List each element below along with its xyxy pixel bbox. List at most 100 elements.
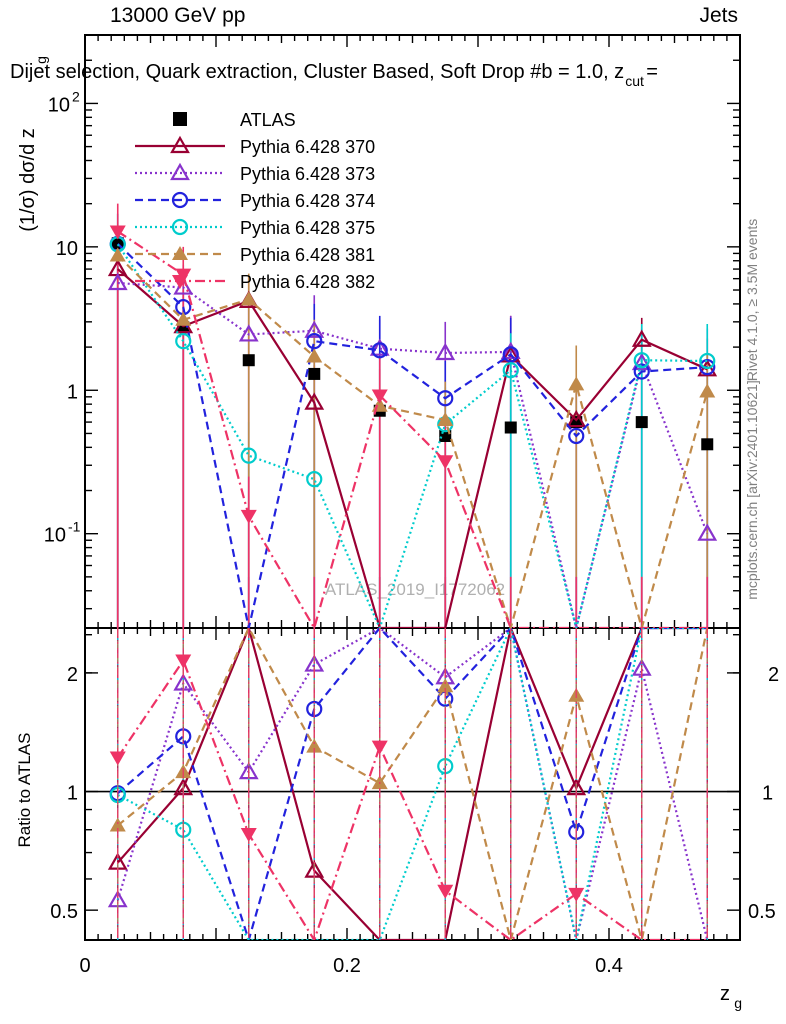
- series-line: [117, 230, 708, 628]
- data-marker: [306, 348, 323, 363]
- data-marker: [568, 376, 585, 391]
- data-marker: [500, 341, 521, 360]
- data-marker: [240, 447, 257, 464]
- legend-marker-4: [171, 218, 189, 236]
- legend-label-3[interactable]: Pythia 6.428 374: [240, 191, 375, 211]
- x-tick-label: 0.2: [333, 955, 361, 977]
- ratio-tick-label-1-right: 1: [762, 783, 773, 805]
- data-marker: [435, 342, 456, 361]
- ratio-series-line: [117, 628, 708, 940]
- legend-label-5[interactable]: Pythia 6.428 381: [240, 245, 375, 265]
- data-marker: [699, 352, 716, 370]
- data-marker: [240, 291, 257, 306]
- legend-marker-6: [172, 275, 188, 289]
- data-marker: [175, 333, 192, 350]
- data-marker: [371, 342, 388, 359]
- legend-label-6[interactable]: Pythia 6.428 382: [240, 272, 375, 292]
- x-tick-label: 0.4: [595, 955, 623, 977]
- data-marker: [437, 455, 454, 470]
- y-tick-label-100-exp: 2: [72, 88, 80, 104]
- series-line: [116, 243, 708, 628]
- legend-label-2[interactable]: Pythia 6.428 373: [240, 164, 375, 184]
- legend-label-0[interactable]: ATLAS: [240, 110, 296, 130]
- data-marker: [107, 272, 128, 291]
- data-marker: [633, 352, 650, 369]
- data-marker: [502, 346, 519, 363]
- data-marker: [109, 225, 126, 240]
- series-line: [116, 254, 709, 628]
- data-marker: [701, 438, 714, 451]
- ratio-series-line: [117, 628, 708, 940]
- data-marker: [502, 362, 519, 379]
- x-axis-label-sub: g: [734, 995, 742, 1011]
- data-marker: [635, 416, 648, 429]
- side-text-rivet: Rivet 4.1.0, ≥ 3.5M events: [744, 219, 760, 382]
- legend-marker-0: [173, 112, 187, 126]
- ratio-series-group: [107, 628, 709, 940]
- data-marker: [238, 324, 259, 342]
- data-marker: [504, 421, 517, 434]
- data-marker: [109, 247, 126, 262]
- ratio-tick-label-05: 0.5: [50, 901, 78, 923]
- data-marker: [240, 828, 257, 843]
- data-marker: [568, 427, 585, 445]
- y-axis-label-main: (1/σ) dσ/d z: [17, 128, 39, 232]
- data-marker: [242, 354, 255, 367]
- y-tick-label-1: 1: [67, 381, 78, 403]
- series-line: [117, 268, 708, 628]
- legend-symbol: [172, 246, 188, 260]
- ratio-series-line: [116, 628, 708, 940]
- legend-label-1[interactable]: Pythia 6.428 370: [240, 137, 375, 157]
- legend-symbol: [173, 112, 187, 126]
- legend-symbol: [171, 218, 189, 236]
- data-marker: [369, 338, 390, 356]
- data-marker: [304, 320, 325, 338]
- legend-symbol: [171, 191, 189, 209]
- y-tick-label-100: 10: [48, 94, 70, 116]
- data-marker: [109, 751, 126, 766]
- ratio-tick-label-2-right: 2: [768, 664, 779, 686]
- data-marker: [306, 333, 323, 350]
- data-marker: [631, 329, 652, 347]
- data-marker: [240, 509, 257, 524]
- y-tick-label-01-exp: -1: [68, 519, 81, 535]
- header-energy: 13000 GeV pp: [110, 4, 245, 27]
- y-tick-label-01: 10: [44, 525, 66, 547]
- data-marker: [306, 738, 323, 753]
- data-marker: [109, 817, 126, 832]
- series-line: [116, 243, 708, 628]
- data-marker: [437, 678, 454, 693]
- legend-marker-1: [170, 135, 190, 154]
- ratio-tick-label-2: 2: [67, 664, 78, 686]
- data-marker: [306, 471, 323, 488]
- data-marker: [633, 363, 650, 380]
- legend-marker-5: [172, 246, 188, 260]
- ratio-series-line: [116, 658, 708, 940]
- data-marker: [175, 311, 192, 326]
- data-marker: [566, 409, 587, 428]
- ratio-series-line: [117, 628, 709, 940]
- legend-marker-3: [171, 191, 189, 209]
- series-line: [117, 281, 709, 628]
- data-marker: [304, 392, 325, 410]
- data-marker: [631, 352, 652, 371]
- ratio-series-line: [116, 628, 709, 940]
- data-marker: [697, 523, 718, 541]
- data-marker: [175, 654, 192, 669]
- data-marker: [568, 887, 585, 902]
- data-marker: [308, 367, 321, 380]
- plot-title: Dijet selection, Quark extraction, Clust…: [10, 61, 624, 83]
- data-marker: [699, 383, 716, 398]
- data-marker: [699, 359, 716, 376]
- legend-marker-2: [170, 162, 190, 181]
- y-tick-label-10: 10: [56, 238, 78, 260]
- data-marker: [437, 884, 454, 899]
- y-axis-label-ratio: Ratio to ATLAS: [15, 733, 34, 848]
- legend-label-4[interactable]: Pythia 6.428 375: [240, 218, 375, 238]
- data-marker: [371, 740, 388, 755]
- legend-symbol: [170, 135, 190, 154]
- x-axis-label: z: [720, 983, 730, 1005]
- header-jets: Jets: [699, 4, 738, 27]
- plot-title-subscript: cut: [625, 73, 644, 89]
